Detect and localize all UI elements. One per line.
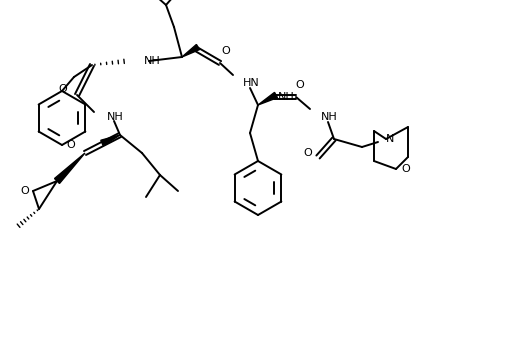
Text: N: N [385, 134, 393, 144]
Text: O: O [59, 84, 67, 94]
Text: O: O [401, 164, 410, 174]
Polygon shape [182, 44, 199, 57]
Polygon shape [258, 92, 277, 105]
Text: O: O [295, 80, 304, 90]
Text: O: O [21, 186, 29, 196]
Text: NH: NH [320, 112, 337, 122]
Text: NH: NH [144, 56, 161, 66]
Polygon shape [55, 153, 85, 184]
Text: O: O [67, 140, 75, 150]
Text: O: O [303, 148, 312, 158]
Text: HN: HN [242, 78, 259, 88]
Text: O: O [221, 46, 230, 56]
Polygon shape [100, 135, 120, 146]
Text: NH: NH [107, 112, 124, 122]
Text: NH: NH [277, 92, 294, 102]
